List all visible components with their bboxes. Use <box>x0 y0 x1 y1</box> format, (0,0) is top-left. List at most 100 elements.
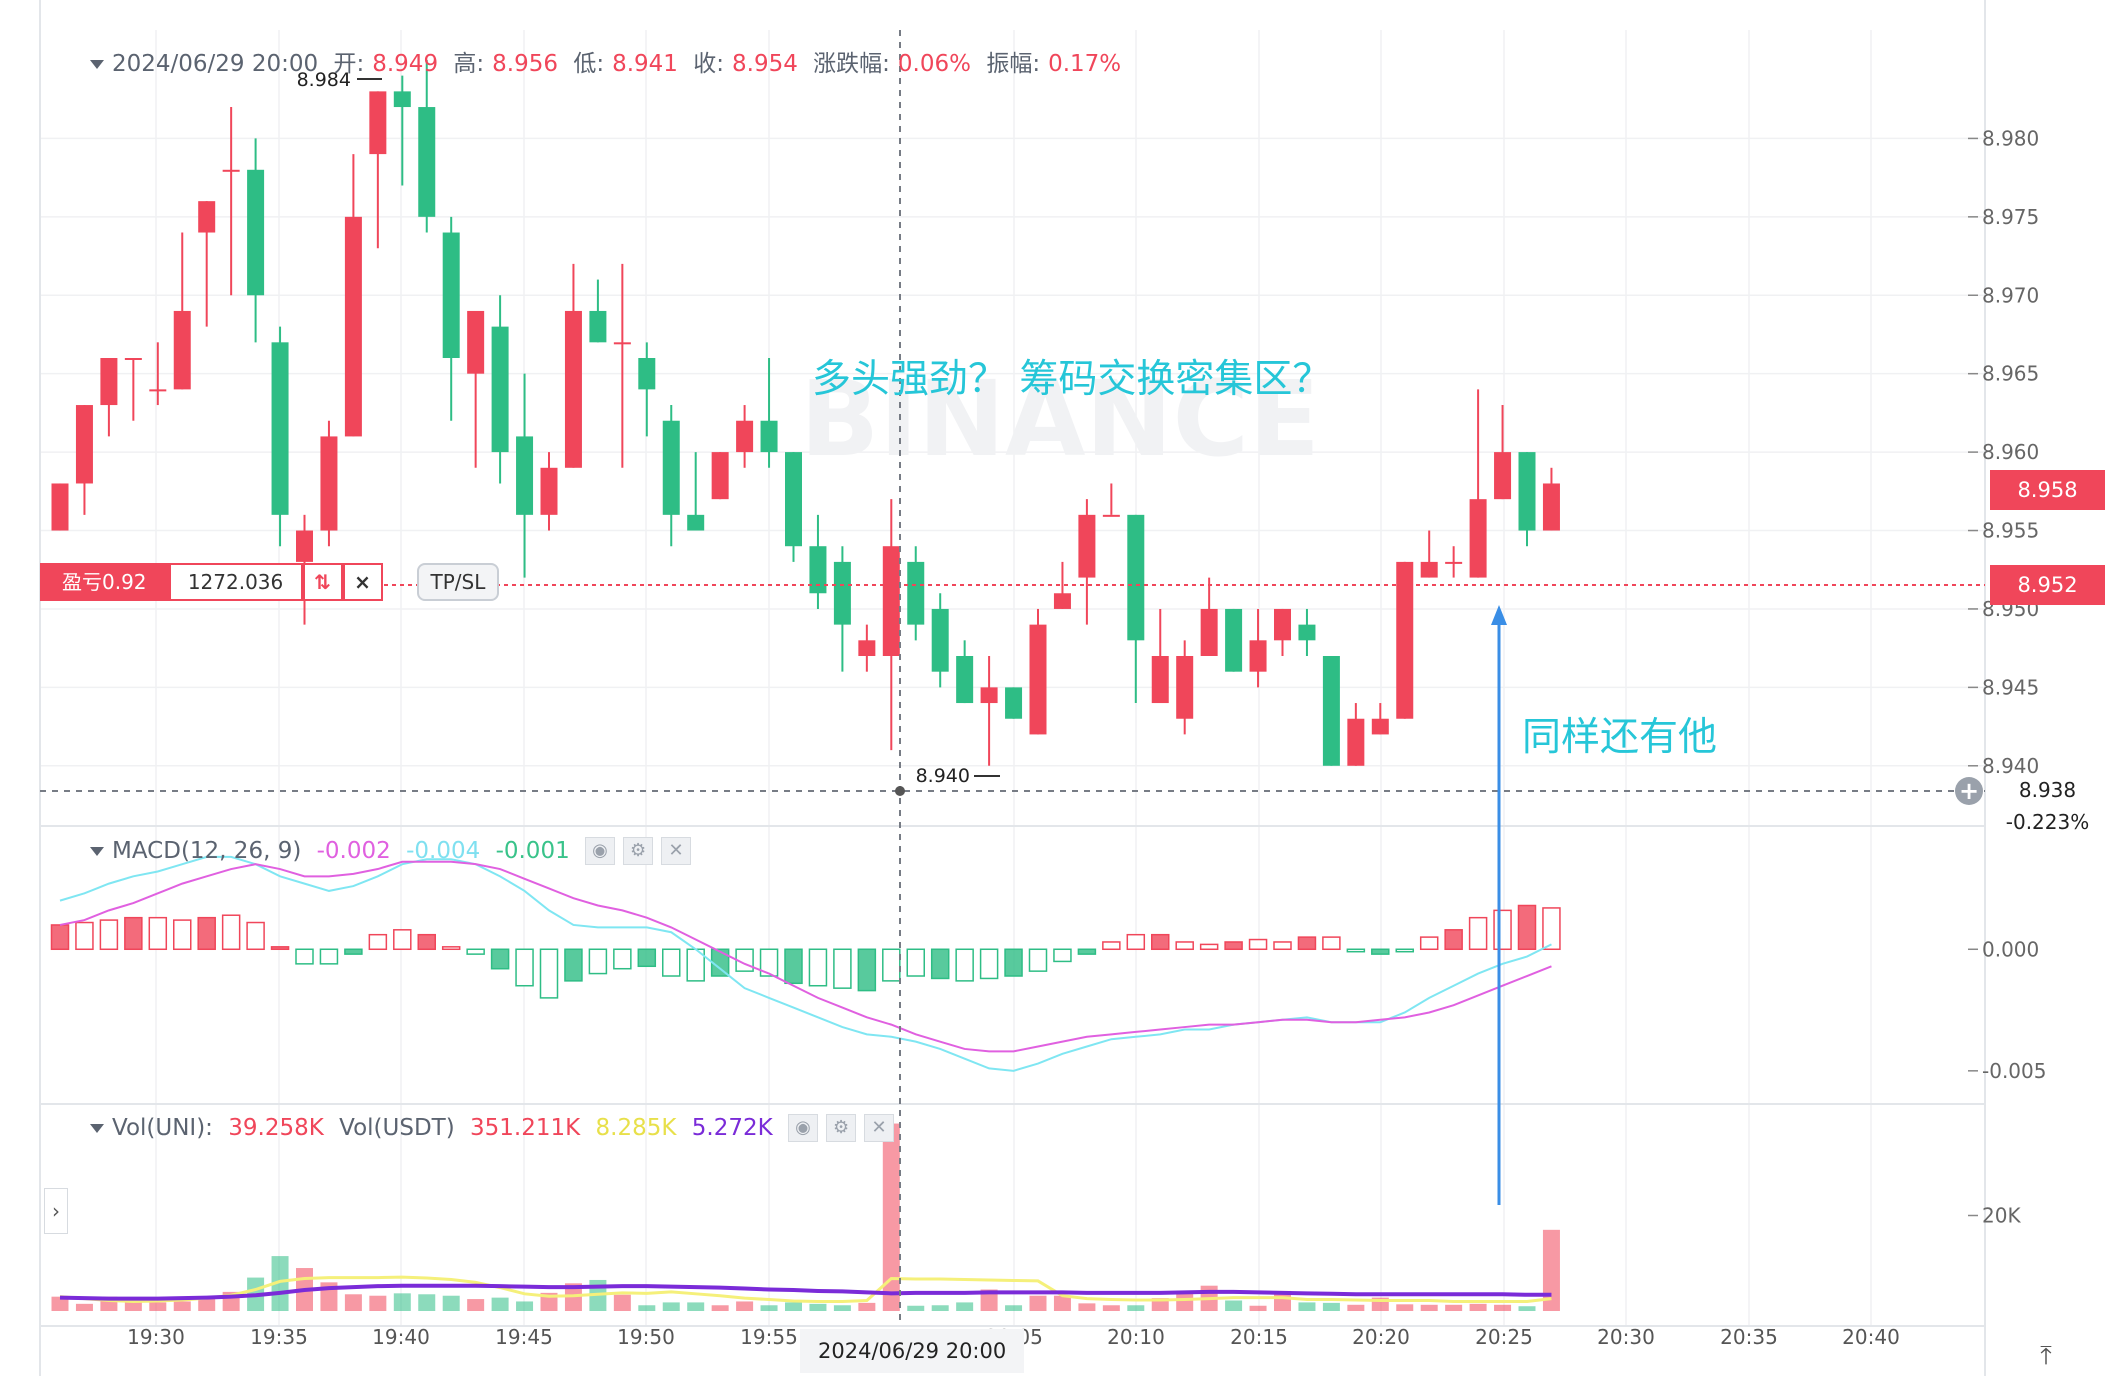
pnl-label: 盈亏0.92 <box>40 563 169 601</box>
candle-body <box>1274 608 1291 641</box>
volume-legend: Vol(UNI): 39.258K Vol(USDT) 351.211K 8.2… <box>90 1114 902 1142</box>
macd-value-3: -0.001 <box>495 837 570 864</box>
volume-collapse-icon[interactable] <box>90 1123 104 1133</box>
position-qty[interactable]: 1272.036 <box>168 563 303 601</box>
vol-gear-icon[interactable]: ⚙ <box>826 1114 857 1142</box>
time-tick-label: 19:50 <box>617 1325 675 1349</box>
time-tick-label: 19:40 <box>372 1325 430 1349</box>
arrow-annotation-head <box>1491 605 1507 625</box>
vol-eye-icon[interactable]: ◉ <box>788 1114 819 1142</box>
volume-bar <box>124 1302 142 1311</box>
low-label: 低: <box>573 51 605 77</box>
volume-pane <box>51 1123 1560 1311</box>
macd-name: MACD(12, 26, 9) <box>112 837 302 864</box>
volume-bar <box>956 1302 974 1311</box>
macd-tick-label: 0.000 <box>1982 937 2039 961</box>
time-tick-label: 20:30 <box>1597 1325 1655 1349</box>
candle-body <box>1371 718 1389 735</box>
volume-bar <box>882 1123 900 1311</box>
min-price-label: 8.940 <box>916 765 970 787</box>
candle-body <box>760 420 778 453</box>
volume-bar <box>369 1295 387 1311</box>
macd-collapse-icon[interactable] <box>90 846 104 856</box>
close-position-button[interactable]: × <box>342 563 383 601</box>
volume-bar <box>1298 1302 1316 1311</box>
vol-close-icon[interactable]: ✕ <box>864 1114 895 1142</box>
time-tick-label: 19:30 <box>127 1325 185 1349</box>
macd-hist-bar <box>417 933 436 951</box>
volume-bar <box>1396 1304 1414 1311</box>
volume-bar <box>980 1289 998 1311</box>
candle-body <box>1029 624 1047 735</box>
candle-body <box>198 201 216 233</box>
vol-value-4: 5.272K <box>691 1114 773 1141</box>
crosshair-time-tag: 2024/06/29 20:00 <box>800 1329 1025 1373</box>
low-value: 8.941 <box>612 51 678 77</box>
price-tick-label: 8.970 <box>1982 283 2039 307</box>
macd-hist-bar <box>1371 948 1390 955</box>
candle-body <box>149 389 167 392</box>
candle-body <box>442 232 460 358</box>
candle-body <box>1542 483 1560 531</box>
macd-hist-bar <box>857 948 877 992</box>
candle-body <box>1078 514 1096 578</box>
macd-hist-bar <box>564 948 583 982</box>
volume-bar <box>1053 1295 1071 1311</box>
last-price-tag: 8.958 <box>1990 470 2105 510</box>
reverse-position-icon[interactable]: ⇅ <box>302 563 343 601</box>
tpsl-button[interactable]: TP/SL <box>416 563 500 601</box>
macd-hist-bar <box>1444 929 1463 951</box>
macd-hist-bar <box>1248 938 1268 951</box>
time-tick-label: 19:55 <box>740 1325 798 1349</box>
add-order-icon[interactable] <box>1955 777 1983 805</box>
crosshair-pct: -0.223% <box>2005 810 2090 834</box>
macd-hist-bar <box>1004 948 1023 977</box>
macd-hist-bar <box>148 916 168 951</box>
change-value: 0.06% <box>897 51 971 77</box>
price-tick-label: 8.975 <box>1982 205 2039 229</box>
expand-panel-icon[interactable]: › <box>44 1188 68 1234</box>
candle-body <box>344 216 362 437</box>
macd-hist-bar <box>515 948 534 987</box>
candle-body <box>1322 656 1340 766</box>
candle-body <box>1200 608 1218 656</box>
candle-body <box>271 342 289 515</box>
volume-bar <box>491 1297 509 1311</box>
volume-tick-label: 20K <box>1982 1204 2021 1228</box>
macd-hist-bar <box>979 948 999 980</box>
macd-hist-bar <box>270 946 290 951</box>
macd-hist-bar <box>466 948 485 955</box>
macd-hist-bar <box>808 948 828 987</box>
time-tick-label: 19:45 <box>495 1325 553 1349</box>
gear-icon[interactable]: ⚙ <box>623 837 654 865</box>
macd-hist-bar <box>1322 936 1341 951</box>
eye-icon[interactable]: ◉ <box>585 837 616 865</box>
candle-body <box>51 483 69 531</box>
scale-reset-icon[interactable]: ⤒ <box>2040 1341 2052 1371</box>
macd-hist-bar <box>124 916 143 951</box>
candle-body <box>564 310 582 468</box>
price-tick-label: 8.940 <box>1982 754 2039 778</box>
macd-hist-bar <box>1297 936 1317 951</box>
collapse-icon[interactable] <box>90 60 104 69</box>
volume-bar <box>271 1256 289 1311</box>
candle-body <box>124 358 142 360</box>
close-icon[interactable]: ✕ <box>661 837 692 865</box>
macd-hist-bar <box>759 948 779 977</box>
candle-body <box>1298 624 1316 641</box>
macd-dea-line <box>59 860 1552 1053</box>
macd-pane <box>50 855 1561 1072</box>
volume-bar <box>638 1305 656 1311</box>
candle-body <box>980 687 998 704</box>
macd-hist-bar <box>344 948 363 955</box>
macd-hist-bar <box>637 948 657 968</box>
volume-bar <box>198 1299 216 1311</box>
candle-body <box>1249 640 1267 672</box>
macd-hist-bar <box>710 948 730 977</box>
volume-bar <box>1494 1304 1512 1311</box>
candle-body <box>1420 561 1438 578</box>
volume-bar <box>1347 1304 1365 1311</box>
volume-bar <box>1127 1305 1145 1311</box>
volume-bar <box>1176 1292 1194 1311</box>
